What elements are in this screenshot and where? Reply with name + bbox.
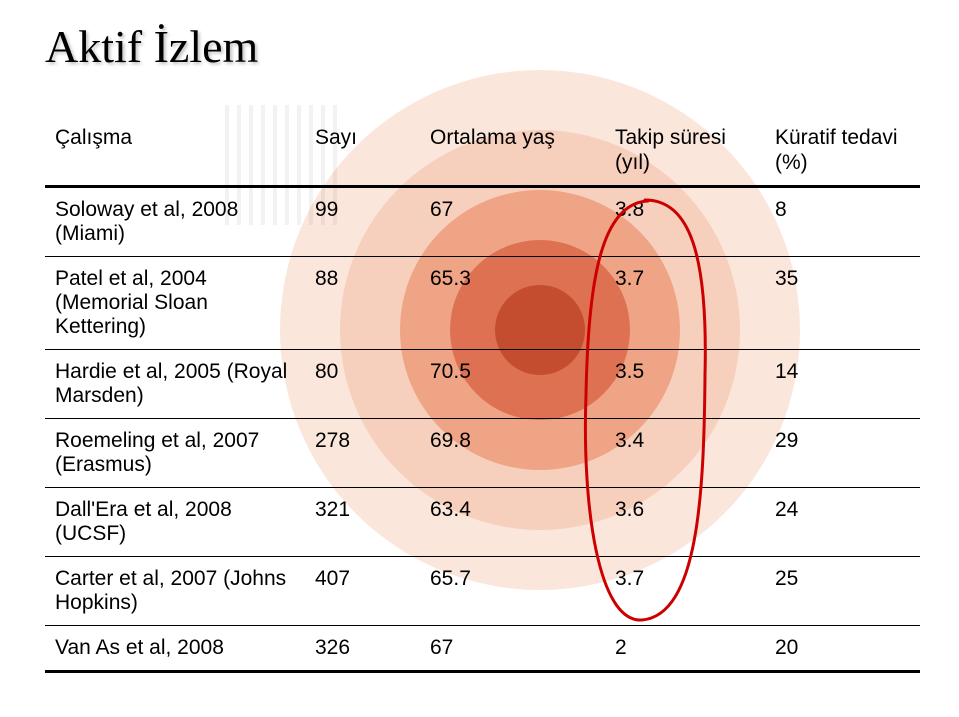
cell-n: 80	[305, 350, 420, 419]
col-header-n: Sayı	[305, 115, 420, 187]
cell-age: 67	[420, 626, 605, 672]
cell-age: 65.3	[420, 257, 605, 350]
cell-cur: 8	[765, 187, 920, 257]
cell-fu: 2	[605, 626, 765, 672]
cell-cur: 25	[765, 557, 920, 626]
col-header-curative: Küratif tedavi (%)	[765, 115, 920, 187]
cell-study: Patel et al, 2004 (Memorial Sloan Ketter…	[45, 257, 305, 350]
cell-age: 67	[420, 187, 605, 257]
cell-n: 278	[305, 419, 420, 488]
table-row: Hardie et al, 2005 (Royal Marsden) 80 70…	[45, 350, 920, 419]
cell-fu: 3.6	[605, 488, 765, 557]
cell-fu: 3.7	[605, 257, 765, 350]
cell-study: Dall'Era et al, 2008 (UCSF)	[45, 488, 305, 557]
cell-n: 321	[305, 488, 420, 557]
slide-root: Aktif İzlem Çalışma Sayı Ortalama yaş Ta…	[0, 0, 959, 717]
data-table-container: Çalışma Sayı Ortalama yaş Takip süresi (…	[45, 115, 915, 673]
data-table: Çalışma Sayı Ortalama yaş Takip süresi (…	[45, 115, 920, 673]
col-header-study: Çalışma	[45, 115, 305, 187]
col-header-followup: Takip süresi (yıl)	[605, 115, 765, 187]
table-row: Roemeling et al, 2007 (Erasmus) 278 69.8…	[45, 419, 920, 488]
table-row: Soloway et al, 2008 (Miami) 99 67 3.8 8	[45, 187, 920, 257]
table-row: Carter et al, 2007 (Johns Hopkins) 407 6…	[45, 557, 920, 626]
cell-study: Carter et al, 2007 (Johns Hopkins)	[45, 557, 305, 626]
cell-study: Hardie et al, 2005 (Royal Marsden)	[45, 350, 305, 419]
cell-study: Soloway et al, 2008 (Miami)	[45, 187, 305, 257]
table-row: Van As et al, 2008 326 67 2 20	[45, 626, 920, 672]
cell-n: 326	[305, 626, 420, 672]
cell-study: Roemeling et al, 2007 (Erasmus)	[45, 419, 305, 488]
cell-age: 70.5	[420, 350, 605, 419]
cell-cur: 24	[765, 488, 920, 557]
cell-cur: 29	[765, 419, 920, 488]
cell-cur: 35	[765, 257, 920, 350]
table-row: Patel et al, 2004 (Memorial Sloan Ketter…	[45, 257, 920, 350]
cell-n: 88	[305, 257, 420, 350]
cell-n: 407	[305, 557, 420, 626]
slide-title: Aktif İzlem	[45, 20, 258, 73]
cell-fu: 3.8	[605, 187, 765, 257]
table-row: Dall'Era et al, 2008 (UCSF) 321 63.4 3.6…	[45, 488, 920, 557]
cell-fu: 3.7	[605, 557, 765, 626]
cell-age: 65.7	[420, 557, 605, 626]
col-header-age: Ortalama yaş	[420, 115, 605, 187]
cell-n: 99	[305, 187, 420, 257]
cell-cur: 14	[765, 350, 920, 419]
cell-age: 63.4	[420, 488, 605, 557]
cell-fu: 3.4	[605, 419, 765, 488]
cell-age: 69.8	[420, 419, 605, 488]
cell-study: Van As et al, 2008	[45, 626, 305, 672]
cell-cur: 20	[765, 626, 920, 672]
cell-fu: 3.5	[605, 350, 765, 419]
table-header-row: Çalışma Sayı Ortalama yaş Takip süresi (…	[45, 115, 920, 187]
